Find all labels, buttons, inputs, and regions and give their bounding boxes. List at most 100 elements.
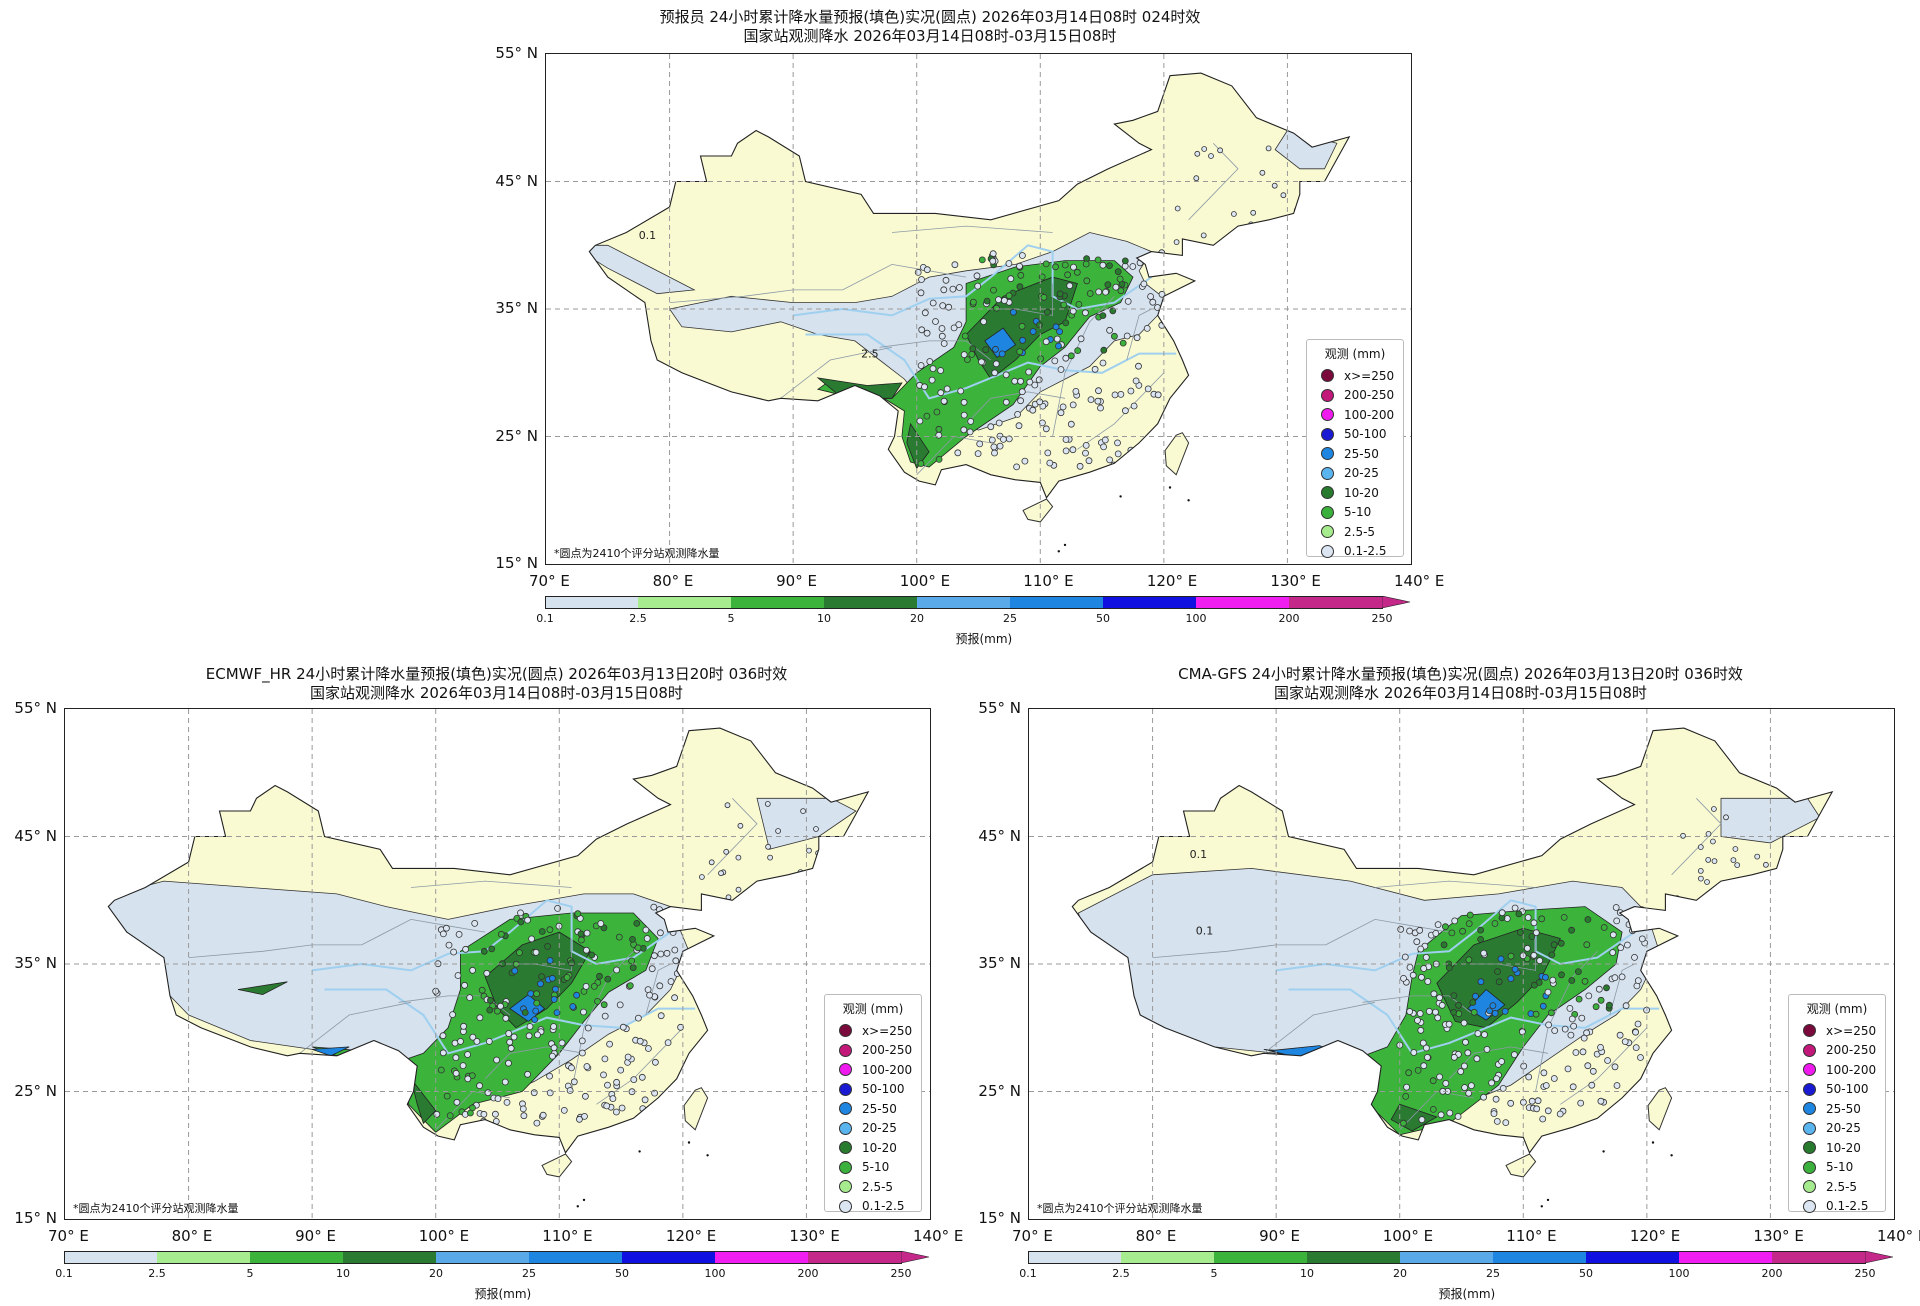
legend-item: 25-50 bbox=[825, 1099, 921, 1119]
station-dot bbox=[1536, 957, 1544, 965]
station-dot bbox=[960, 351, 968, 359]
station-dot bbox=[640, 1113, 648, 1121]
lon-tick-label: 110° E bbox=[1506, 1227, 1557, 1245]
colorbar-segment bbox=[1214, 1251, 1308, 1263]
precip-area-light bbox=[756, 797, 857, 850]
station-dot bbox=[949, 285, 957, 293]
island-marker bbox=[1651, 1141, 1655, 1144]
station-dot bbox=[955, 284, 963, 291]
colorbar-tick-label: 250 bbox=[890, 1267, 912, 1280]
station-dot bbox=[1462, 1038, 1469, 1046]
station-dot bbox=[583, 1063, 591, 1070]
station-dot bbox=[1499, 1084, 1507, 1092]
station-dot bbox=[1111, 391, 1119, 399]
station-dot bbox=[594, 997, 601, 1005]
legend-item: 50-100 bbox=[1307, 425, 1403, 445]
station-dot bbox=[1442, 1079, 1450, 1087]
legend-title: 观测 (mm) bbox=[1324, 347, 1386, 361]
station-dot bbox=[1011, 377, 1019, 385]
station-dot bbox=[1117, 287, 1125, 295]
map-forecaster[interactable]: 0.1 2.5 *圆点为2410个评分站观测降水量 观测 (mm) x>=250 20… bbox=[545, 53, 1412, 565]
station-dot bbox=[1286, 227, 1293, 234]
lon-tick-label: 130° E bbox=[1270, 572, 1321, 590]
colorbar-frame bbox=[64, 1251, 902, 1264]
station-dot bbox=[1069, 307, 1077, 315]
station-dot bbox=[813, 826, 819, 832]
station-dot bbox=[991, 449, 998, 457]
station-dot bbox=[1579, 1048, 1587, 1056]
station-dot bbox=[1152, 267, 1160, 274]
station-dot bbox=[1715, 891, 1722, 898]
station-dot bbox=[917, 362, 925, 369]
station-dot bbox=[1551, 1027, 1559, 1035]
station-dot bbox=[452, 1054, 460, 1062]
station-dot bbox=[651, 952, 658, 960]
station-dot bbox=[1697, 844, 1704, 851]
station-dot bbox=[1174, 205, 1181, 212]
colorbar-segment bbox=[1307, 1251, 1401, 1263]
station-dot bbox=[633, 919, 641, 927]
colorbar-tick-label: 0.1 bbox=[536, 612, 554, 625]
station-dot bbox=[1070, 263, 1077, 271]
province-border bbox=[1535, 951, 1598, 1092]
colorbar-extend-arrow bbox=[1382, 596, 1411, 608]
station-dot bbox=[546, 926, 554, 934]
station-dot bbox=[938, 325, 946, 332]
map-cma-gfs[interactable]: 0.1 0.1 *圆点为2410个评分站观测降水量 观测 (mm) x>=250 20… bbox=[1028, 708, 1895, 1220]
colorbar-extend-arrow bbox=[901, 1251, 930, 1263]
station-dot bbox=[1567, 1031, 1575, 1039]
station-dot bbox=[532, 1007, 540, 1015]
station-dot bbox=[1009, 308, 1017, 316]
station-dot bbox=[1114, 268, 1122, 276]
colorbar-segment bbox=[808, 1251, 902, 1263]
station-dot bbox=[1418, 1116, 1426, 1124]
station-dot bbox=[537, 980, 544, 988]
hainan-island bbox=[1505, 1153, 1537, 1178]
station-dot bbox=[923, 329, 931, 337]
station-dot bbox=[503, 1098, 511, 1106]
station-dot bbox=[1434, 921, 1442, 929]
station-dot bbox=[939, 302, 947, 310]
station-dot bbox=[1460, 1062, 1468, 1070]
station-dot bbox=[957, 387, 965, 395]
station-dot bbox=[1494, 968, 1501, 975]
map-ecmwf[interactable]: *圆点为2410个评分站观测降水量 观测 (mm) x>=250 200-250 10… bbox=[64, 708, 931, 1220]
station-dot bbox=[1016, 348, 1024, 356]
station-dot bbox=[570, 1078, 578, 1086]
station-dot bbox=[935, 425, 943, 433]
station-dot bbox=[442, 924, 450, 932]
station-dot bbox=[978, 256, 986, 264]
legend-item: x>=250 bbox=[825, 1021, 921, 1041]
station-dot bbox=[1446, 1109, 1454, 1117]
forecast-colorbar: 0.1 2.5 5 10 20 25 50 100 200 250 预报(mm) bbox=[536, 596, 1411, 646]
station-dot bbox=[550, 995, 558, 1003]
station-dot bbox=[578, 1037, 586, 1045]
station-dot bbox=[1450, 1008, 1458, 1016]
station-dot bbox=[1135, 362, 1142, 370]
station-dot bbox=[476, 1082, 484, 1090]
station-dot bbox=[1399, 1119, 1407, 1127]
station-dot bbox=[510, 1033, 518, 1041]
lat-tick-label: 55° N bbox=[495, 44, 538, 62]
island-marker bbox=[1168, 486, 1172, 489]
lon-tick-label: 90° E bbox=[776, 572, 817, 590]
station-dot bbox=[1539, 1115, 1547, 1123]
station-dot bbox=[1548, 1009, 1555, 1017]
station-dot bbox=[1570, 1022, 1577, 1030]
station-dot bbox=[1525, 1073, 1533, 1081]
colorbar-tick-label: 250 bbox=[1371, 612, 1393, 625]
station-dot bbox=[455, 930, 463, 938]
colorbar-segment bbox=[250, 1251, 344, 1263]
station-dot bbox=[1231, 211, 1237, 217]
station-dot bbox=[590, 982, 598, 990]
station-dot bbox=[476, 1014, 484, 1022]
station-dot bbox=[616, 1001, 624, 1009]
station-dot bbox=[657, 1012, 665, 1020]
colorbar-segment bbox=[545, 596, 639, 608]
station-dot bbox=[1061, 261, 1069, 269]
colorbar-tick-label: 200 bbox=[1761, 1267, 1783, 1280]
station-dot bbox=[652, 1058, 659, 1066]
station-dot bbox=[1532, 1010, 1540, 1018]
lon-tick-label: 110° E bbox=[1023, 572, 1074, 590]
contour-label: 0.1 bbox=[1196, 925, 1214, 938]
